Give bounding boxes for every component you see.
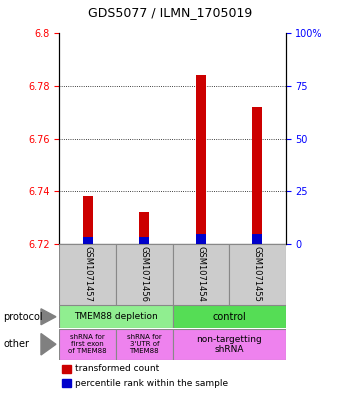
Bar	[229, 244, 286, 305]
Text: shRNA for
first exon
of TMEM88: shRNA for first exon of TMEM88	[68, 334, 107, 354]
Bar	[62, 379, 71, 387]
Text: TMEM88 depletion: TMEM88 depletion	[74, 312, 158, 321]
Bar	[196, 235, 206, 244]
Bar	[62, 365, 71, 373]
Text: protocol: protocol	[3, 312, 43, 322]
Text: GSM1071454: GSM1071454	[196, 246, 205, 302]
Bar	[252, 107, 262, 244]
Bar	[139, 237, 149, 244]
Bar	[173, 305, 286, 328]
Bar	[173, 244, 229, 305]
Text: control: control	[212, 312, 246, 322]
Bar	[196, 75, 206, 244]
Bar	[83, 237, 93, 244]
Bar	[59, 305, 173, 328]
Text: GSM1071457: GSM1071457	[83, 246, 92, 302]
Text: transformed count: transformed count	[75, 364, 159, 373]
Bar	[59, 244, 116, 305]
Text: other: other	[3, 339, 29, 349]
Text: non-targetting
shRNA: non-targetting shRNA	[196, 334, 262, 354]
Bar	[116, 244, 173, 305]
Text: GSM1071456: GSM1071456	[140, 246, 149, 302]
Bar	[252, 235, 262, 244]
Text: percentile rank within the sample: percentile rank within the sample	[75, 379, 228, 388]
Text: shRNA for
3'UTR of
TMEM88: shRNA for 3'UTR of TMEM88	[127, 334, 162, 354]
Bar	[173, 329, 286, 360]
Polygon shape	[41, 334, 56, 355]
Text: GDS5077 / ILMN_1705019: GDS5077 / ILMN_1705019	[88, 6, 252, 19]
Polygon shape	[41, 309, 56, 325]
Text: GSM1071455: GSM1071455	[253, 246, 262, 302]
Bar	[116, 329, 173, 360]
Bar	[59, 329, 116, 360]
Bar	[83, 196, 93, 244]
Bar	[139, 212, 149, 244]
